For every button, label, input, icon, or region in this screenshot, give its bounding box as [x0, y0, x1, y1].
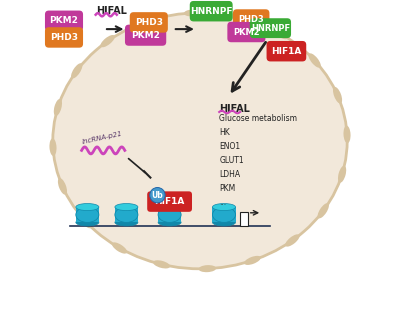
FancyBboxPatch shape — [190, 1, 233, 21]
FancyBboxPatch shape — [45, 27, 83, 48]
Ellipse shape — [344, 126, 350, 143]
FancyBboxPatch shape — [250, 18, 291, 38]
Text: GLUT1: GLUT1 — [219, 156, 244, 165]
Text: PHD3: PHD3 — [50, 33, 78, 42]
Ellipse shape — [76, 204, 99, 211]
Text: HK: HK — [219, 128, 230, 137]
Ellipse shape — [50, 139, 56, 156]
FancyBboxPatch shape — [233, 9, 270, 29]
Text: HIF1A: HIF1A — [154, 197, 185, 206]
FancyBboxPatch shape — [115, 207, 138, 222]
Ellipse shape — [212, 219, 236, 226]
Ellipse shape — [158, 219, 181, 226]
FancyBboxPatch shape — [158, 207, 181, 222]
Text: PKM: PKM — [219, 184, 236, 193]
Ellipse shape — [58, 178, 67, 195]
Text: PHD3: PHD3 — [238, 15, 264, 24]
Text: lncRNA-p21: lncRNA-p21 — [82, 130, 123, 145]
Text: ...: ... — [219, 198, 226, 207]
Ellipse shape — [273, 28, 288, 39]
Ellipse shape — [285, 234, 300, 247]
Text: HIFAL: HIFAL — [96, 6, 127, 16]
Text: Ub: Ub — [152, 191, 163, 200]
Ellipse shape — [308, 53, 321, 68]
FancyBboxPatch shape — [125, 25, 166, 46]
Ellipse shape — [115, 219, 138, 226]
Circle shape — [150, 188, 165, 203]
Ellipse shape — [333, 87, 342, 104]
Ellipse shape — [153, 260, 170, 268]
Ellipse shape — [112, 242, 127, 254]
FancyBboxPatch shape — [227, 22, 266, 42]
Ellipse shape — [338, 166, 346, 183]
Ellipse shape — [212, 207, 236, 222]
Ellipse shape — [158, 204, 181, 211]
Ellipse shape — [198, 265, 216, 272]
FancyBboxPatch shape — [266, 41, 306, 61]
Ellipse shape — [54, 99, 62, 116]
Text: HIF1A: HIF1A — [271, 47, 302, 56]
Ellipse shape — [76, 219, 99, 226]
Ellipse shape — [158, 207, 181, 222]
Text: HNRNPF: HNRNPF — [251, 24, 290, 33]
Ellipse shape — [115, 204, 138, 211]
Ellipse shape — [53, 13, 347, 269]
Text: PKM2: PKM2 — [233, 28, 260, 36]
Text: HIFAL: HIFAL — [219, 104, 250, 114]
Ellipse shape — [71, 63, 82, 78]
Ellipse shape — [79, 214, 92, 228]
Text: ENO1: ENO1 — [219, 142, 240, 151]
FancyBboxPatch shape — [240, 212, 248, 226]
Text: HNRNPF: HNRNPF — [190, 7, 232, 16]
Text: LDHA: LDHA — [219, 170, 240, 179]
Ellipse shape — [184, 9, 202, 17]
Ellipse shape — [230, 13, 247, 21]
Text: Glucose metabolism: Glucose metabolism — [219, 114, 297, 123]
Ellipse shape — [244, 256, 261, 265]
FancyBboxPatch shape — [45, 11, 83, 31]
Ellipse shape — [318, 203, 329, 218]
Text: PHD3: PHD3 — [135, 18, 163, 27]
Ellipse shape — [115, 207, 138, 222]
FancyBboxPatch shape — [147, 191, 192, 212]
FancyBboxPatch shape — [130, 12, 168, 33]
Ellipse shape — [76, 207, 99, 222]
Text: PKM2: PKM2 — [131, 31, 160, 40]
FancyBboxPatch shape — [76, 207, 99, 222]
Ellipse shape — [139, 17, 156, 26]
Ellipse shape — [100, 35, 115, 47]
Ellipse shape — [212, 204, 236, 211]
Text: PKM2: PKM2 — [50, 16, 78, 25]
FancyBboxPatch shape — [212, 207, 236, 222]
